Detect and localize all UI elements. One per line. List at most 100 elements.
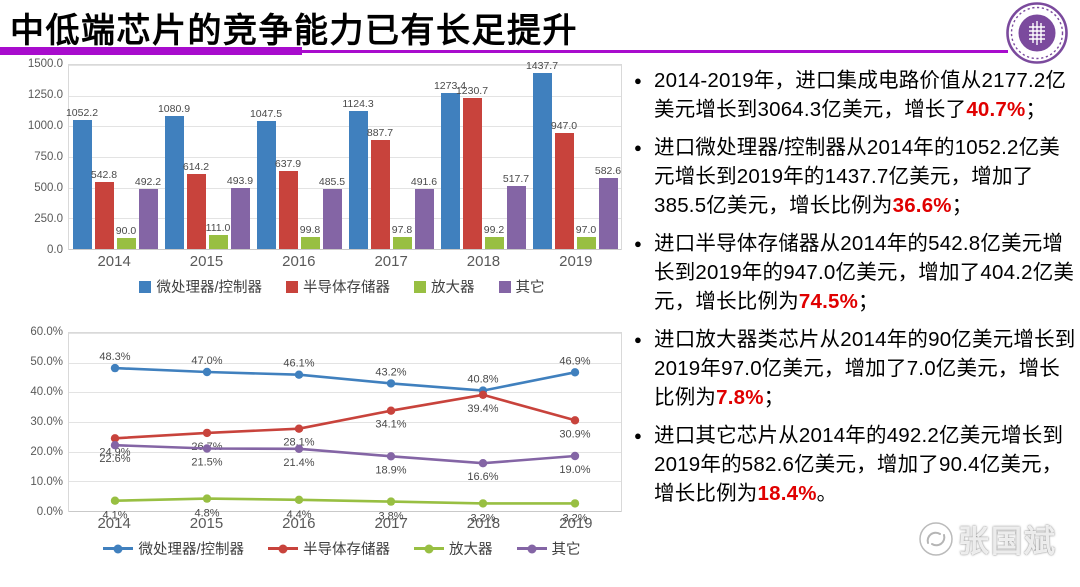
line-value-label: 40.8% (467, 374, 498, 386)
line-point (294, 370, 304, 379)
bullet-highlight: 36.6% (892, 194, 952, 217)
university-seal-logo (1006, 2, 1068, 64)
bar-value-label: 485.5 (318, 176, 346, 189)
bar: 1047.5 (250, 108, 282, 249)
y-tick-label: 500.0 (34, 182, 63, 194)
legend-label: 放大器 (449, 542, 493, 558)
line-value-label: 48.3% (99, 351, 130, 363)
line-point (294, 444, 304, 453)
legend-dot (278, 544, 288, 553)
legend-dot (113, 544, 123, 553)
bar: 97.8 (392, 224, 412, 249)
gridline (69, 126, 621, 128)
y-tick-label: 10.0% (30, 476, 63, 488)
bullet-highlight: 74.5% (798, 290, 859, 313)
y-tick-label: 1000.0 (27, 120, 63, 132)
bar-value-label: 491.6 (410, 175, 438, 188)
bar: 485.5 (319, 176, 345, 249)
line-value-label: 4.1% (102, 510, 127, 522)
bar-value-label: 1047.5 (249, 107, 283, 120)
bar: 492.2 (135, 176, 161, 249)
y-tick-label: 750.0 (34, 151, 63, 163)
line-value-label: 3.2% (470, 512, 495, 524)
title-underline-thick (0, 47, 302, 55)
x-tick-label: 2014 (97, 253, 131, 270)
y-tick-label: 250.0 (34, 213, 63, 225)
bar-chart-bars: 1052.2 542.8 90.0 492.2 1080.9 614.2 111.0 493.… (66, 60, 622, 249)
line-point (478, 499, 488, 508)
gridline (69, 422, 621, 423)
legend-label: 半导体存储器 (303, 542, 391, 558)
bullet-item: ● 进口其它芯片从2014年的492.2亿美元增长到2019年的582.6亿美元，… (634, 421, 1080, 508)
legend-item: 半导体存储器 (286, 276, 390, 297)
line-value-label: 3.2% (562, 512, 587, 524)
legend-item: 微处理器/控制器 (103, 538, 244, 559)
legend-label: 微处理器/控制器 (156, 280, 263, 296)
legend-label: 其它 (515, 280, 545, 296)
gridline (69, 65, 621, 66)
bar-value-label: 637.9 (274, 157, 302, 170)
legend-item: 放大器 (414, 276, 475, 297)
bar: 637.9 (275, 158, 301, 249)
line-chart-legend: 微处理器/控制器 半导体存储器 放大器 其它 (62, 538, 622, 559)
legend-swatch (286, 280, 299, 293)
bullet-item: ● 进口放大器类芯片从2014年的90亿美元增长到2019年97.0亿美元，增加了… (634, 325, 1080, 412)
bullet-item: ● 2014-2019年，进口集成电路价值从2177.2亿美元增长到3064.3亿… (634, 66, 1080, 124)
legend-line-marker (268, 544, 299, 553)
legend-item: 其它 (498, 276, 545, 297)
line-series (114, 443, 576, 465)
bullet-text-before: 进口微处理器/控制器从2014年的1052.2亿美元增长到2019年的1437.… (654, 136, 1061, 217)
bullet-item: ● 进口微处理器/控制器从2014年的1052.2亿美元增长到2019年的1437… (634, 133, 1080, 220)
bar-group: 1047.5 637.9 99.8 485.5 (250, 65, 345, 249)
bar-value-label: 97.8 (391, 224, 413, 237)
gridline (69, 95, 621, 97)
bar: 111.0 (206, 222, 230, 249)
bullet-text: 进口半导体存储器从2014年的542.8亿美元增长到2019年的947.0亿美元… (654, 229, 1080, 316)
bullet-text: 2014-2019年，进口集成电路价值从2177.2亿美元增长到3064.3亿美… (654, 66, 1080, 124)
bar: 517.7 (503, 173, 529, 249)
legend-dot (424, 544, 434, 553)
bar-value-label: 1080.9 (157, 103, 191, 116)
bar-chart-x-axis: 2014 2015 2016 2017 2018 2019 (68, 250, 622, 270)
bullet-text-after: 。 (816, 482, 838, 505)
line-value-label: 16.6% (467, 471, 498, 483)
line-value-label: 3.8% (378, 511, 403, 523)
line-value-label: 18.9% (375, 464, 406, 476)
x-tick-label: 2016 (282, 515, 316, 532)
bar-chart-plot-area: 1052.2 542.8 90.0 492.2 1080.9 614.2 111.0 493.… (66, 60, 622, 250)
y-tick-label: 1500.0 (27, 58, 63, 70)
bar-value-label: 542.8 (90, 169, 118, 182)
bar-value-label: 887.7 (366, 127, 394, 140)
bar: 90.0 (116, 225, 136, 249)
bar: 1273.4 (434, 80, 466, 249)
bar-group: 1273.4 1230.7 99.2 517.7 (434, 65, 529, 249)
x-tick-label: 2015 (189, 515, 224, 532)
bullet-text-before: 2014-2019年，进口集成电路价值从2177.2亿美元增长到3064.3亿美… (654, 69, 1067, 121)
line-value-label: 28.1% (283, 437, 314, 449)
bar: 1080.9 (158, 103, 190, 249)
line-point (478, 390, 488, 399)
line-point (110, 496, 120, 505)
bar-chart-legend: 微处理器/控制器 半导体存储器 放大器 其它 (62, 276, 622, 297)
y-tick-label: 0.0% (36, 506, 63, 518)
legend-item: 半导体存储器 (268, 538, 390, 559)
gridline (69, 218, 621, 220)
bullet-text-before: 进口半导体存储器从2014年的542.8亿美元增长到2019年的947.0亿美元… (654, 232, 1075, 313)
line-value-label: 43.2% (375, 366, 406, 378)
bar: 1437.7 (526, 60, 558, 249)
bar-group: 1124.3 887.7 97.8 491.6 (342, 65, 438, 249)
x-tick-label: 2019 (559, 515, 593, 532)
gridline (69, 333, 621, 334)
bar-value-label: 492.2 (134, 175, 162, 188)
line-value-label: 22.6% (99, 453, 130, 465)
bullet-marker: ● (634, 236, 642, 251)
bar: 1052.2 (66, 107, 98, 249)
bar-group: 1437.7 947.0 97.0 582.6 (526, 60, 622, 249)
y-tick-label: 50.0% (30, 356, 63, 368)
legend-swatch (139, 280, 152, 293)
line-value-label: 21.4% (283, 457, 314, 469)
line-point (570, 451, 580, 461)
bar-value-label: 582.6 (594, 164, 622, 177)
bar: 1124.3 (342, 98, 374, 249)
x-tick-label: 2018 (466, 253, 501, 270)
